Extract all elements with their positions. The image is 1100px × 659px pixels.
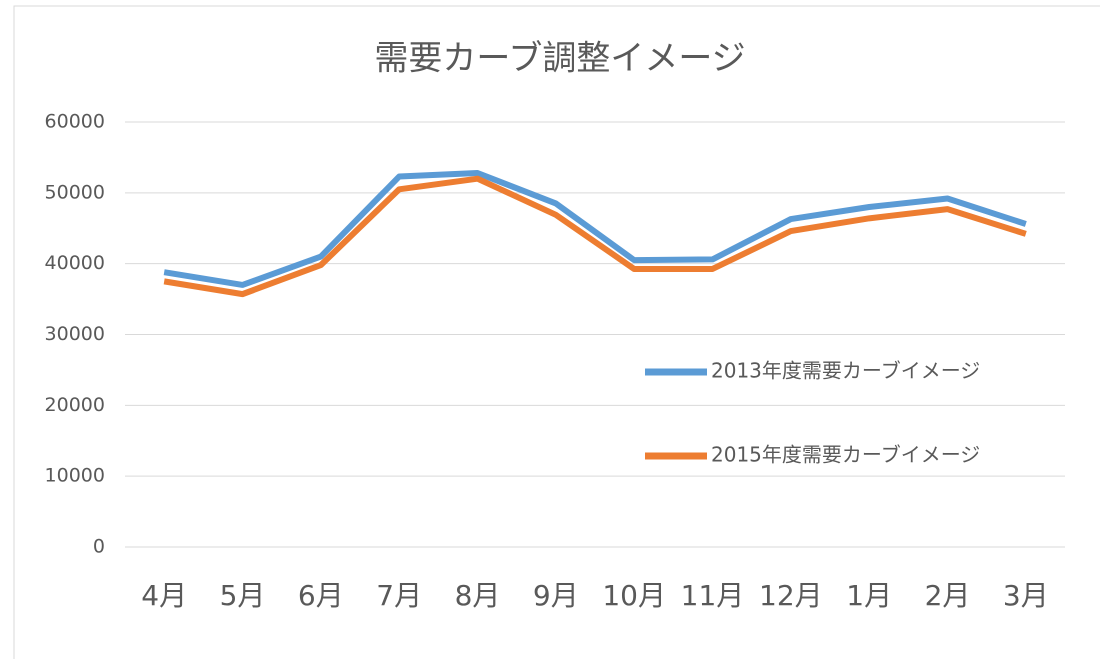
x-tick-label: 12月 (759, 579, 823, 612)
x-tick-label: 9月 (533, 579, 579, 612)
y-tick-label: 60000 (45, 111, 105, 133)
x-tick-label: 10月 (602, 579, 666, 612)
legend-label: 2013年度需要カーブイメージ (711, 359, 980, 383)
x-tick-label: 4月 (141, 579, 187, 612)
y-tick-label: 20000 (45, 394, 105, 416)
chart-border (13, 5, 1100, 659)
y-tick-label: 50000 (45, 181, 105, 203)
x-tick-label: 5月 (220, 579, 266, 612)
x-tick-label: 8月 (455, 579, 501, 612)
x-tick-label: 2月 (925, 579, 971, 612)
y-tick-label: 10000 (45, 465, 105, 487)
x-tick-label: 3月 (1003, 579, 1049, 612)
y-tick-label: 40000 (45, 252, 105, 274)
legend-label: 2015年度需要カーブイメージ (711, 443, 980, 467)
x-tick-label: 6月 (298, 579, 344, 612)
series-line (163, 170, 1027, 288)
series-line (163, 175, 1027, 298)
x-tick-label: 11月 (681, 579, 745, 612)
chart-title: 需要カーブ調整イメージ (374, 39, 745, 79)
x-tick-label: 1月 (846, 579, 892, 612)
y-tick-label: 0 (93, 536, 105, 558)
x-tick-label: 7月 (376, 579, 422, 612)
y-tick-label: 30000 (45, 323, 105, 345)
